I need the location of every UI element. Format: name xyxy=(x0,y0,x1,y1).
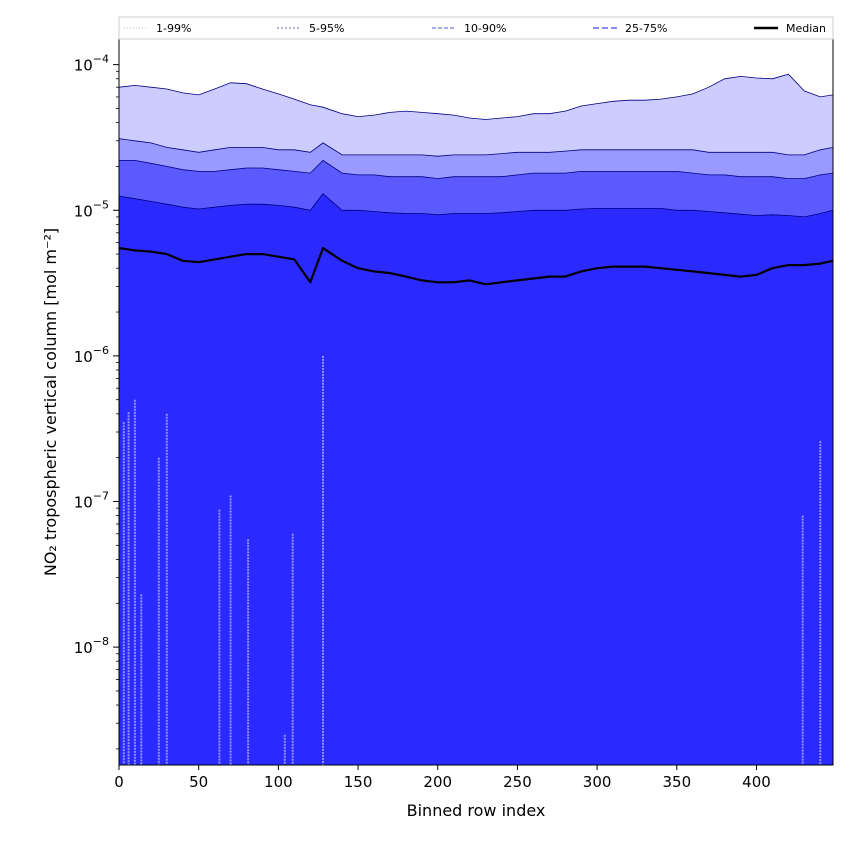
legend-label: 1-99% xyxy=(156,22,191,35)
x-tick-label: 250 xyxy=(503,773,532,791)
x-tick-label: 0 xyxy=(114,773,124,791)
band-area-4 xyxy=(119,193,833,765)
band-upper-edge-2 xyxy=(119,138,833,157)
x-tick-label: 400 xyxy=(742,773,771,791)
band-upper-edge-1 xyxy=(119,73,833,120)
median-line xyxy=(119,247,833,286)
band-upper-edge-4 xyxy=(119,193,833,218)
x-tick-label: 100 xyxy=(264,773,293,791)
bands-layer xyxy=(119,73,833,765)
spikes-layer xyxy=(122,355,822,765)
median-layer xyxy=(119,247,833,286)
y-tick-label: 10−4 xyxy=(74,53,109,75)
y-axis-title: NO₂ tropospheric vertical column [mol m⁻… xyxy=(41,228,60,576)
x-axis-title: Binned row index xyxy=(407,801,546,820)
x-tick-label: 300 xyxy=(583,773,612,791)
y-axis: 10−8 10−7 10−6 10−5 10−4 xyxy=(74,53,119,750)
legend-box xyxy=(118,16,834,40)
x-tick-label: 150 xyxy=(344,773,373,791)
x-axis: 0 50 100 150 200 250 300 350 400 xyxy=(114,765,771,791)
x-tick-label: 350 xyxy=(662,773,691,791)
x-tick-label: 50 xyxy=(189,773,208,791)
y-tick-label: 10−8 xyxy=(74,635,109,657)
x-tick-label: 200 xyxy=(423,773,452,791)
y-tick-label: 10−6 xyxy=(74,344,109,366)
y-tick-label: 10−5 xyxy=(74,198,109,220)
band-upper-edge-3 xyxy=(119,159,833,180)
legend: 1-99% 5-95% 10-90% 25-75% Median xyxy=(118,16,834,40)
legend-label: Median xyxy=(786,22,826,35)
legend-label: 25-75% xyxy=(625,22,667,35)
legend-label: 5-95% xyxy=(309,22,344,35)
legend-label: 10-90% xyxy=(464,22,506,35)
y-tick-label: 10−7 xyxy=(74,489,109,511)
